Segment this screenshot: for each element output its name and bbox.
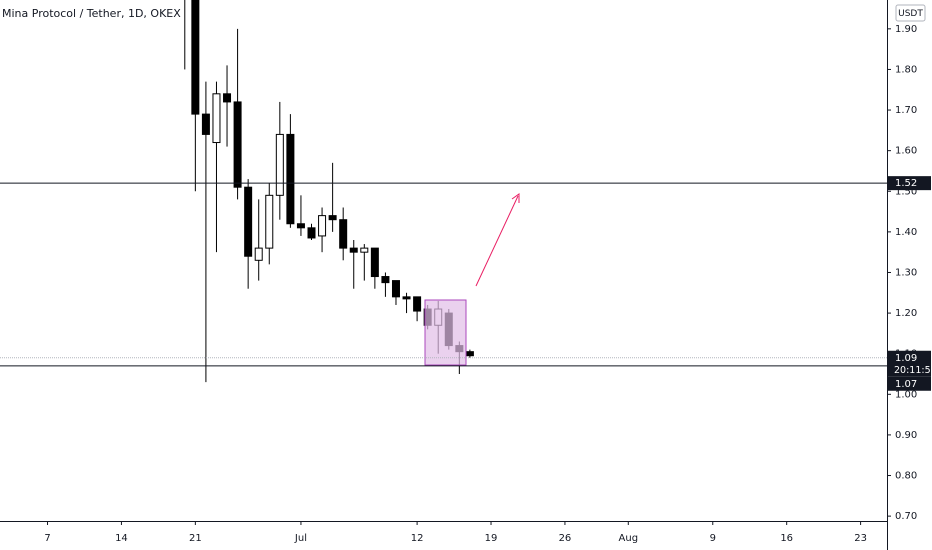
price-label-box [888,176,931,191]
candle-body [212,93,221,144]
candle-body [328,215,337,221]
x-tick-label: 12 [411,533,424,544]
x-tick-label: 14 [115,533,128,544]
candle-body [254,247,263,261]
x-tick-label: 21 [189,533,202,544]
candle-body [339,219,348,249]
candle-body [413,296,422,312]
price-label-box [888,376,931,391]
candle-body [275,133,284,196]
candle-body [265,194,274,249]
x-tick-label: 7 [44,533,50,544]
plot-area [184,0,474,383]
price-label: 1.09 [895,353,917,364]
y-tick-label: 0.70 [895,511,917,522]
y-tick-label: 1.60 [895,146,917,157]
x-tick-label: Aug [619,533,639,544]
y-tick-label: 1.40 [895,227,917,238]
y-tick-label: 1.80 [895,64,917,75]
highlight-rectangle [424,299,467,366]
candle-body [402,296,411,300]
candle-body [360,247,369,253]
candle-body [286,133,295,225]
countdown-label: 20:11:54 [894,365,932,376]
x-tick-label: Jul [294,533,307,544]
candle-body [201,113,210,135]
candle-body [223,93,232,103]
x-tick-label: 16 [780,533,793,544]
candle-body [391,280,400,298]
y-tick-label: 1.70 [895,105,917,116]
arrow-line [475,195,519,287]
candle-body [349,247,358,253]
y-tick-label: 1.30 [895,267,917,278]
currency-label: USDT [898,9,923,19]
price-label-box [888,350,931,377]
y-tick-label: 1.00 [895,389,917,400]
candle-body [381,276,390,284]
chart-title: Mina Protocol / Tether, 1D, OKEX [2,7,181,20]
x-tick-label: 9 [710,533,716,544]
price-label: 1.07 [895,379,917,390]
x-tick-label: 26 [559,533,572,544]
candle-body [370,247,379,278]
y-tick-label: 0.80 [895,471,917,482]
price-label: 1.52 [895,178,917,189]
candle-body [465,351,474,357]
y-tick-label: 1.90 [895,24,917,35]
candle-body [307,227,316,239]
y-tick-label: 1.20 [895,308,917,319]
candle-body [233,101,242,188]
y-tick-label: 0.90 [895,430,917,441]
candle-body [296,223,305,229]
x-tick-label: 19 [485,533,498,544]
x-tick-label: 23 [854,533,867,544]
arrow-head [511,193,520,203]
candle-body [318,215,327,237]
candle-body [244,186,253,257]
candle-body [191,0,200,115]
currency-box [895,4,926,22]
y-tick-label: 1.50 [895,186,917,197]
